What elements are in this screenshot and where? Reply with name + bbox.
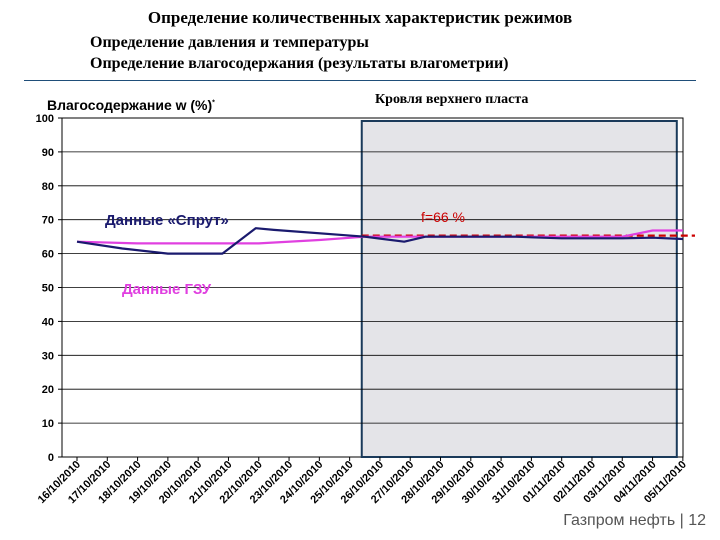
series-sprut-label: Данные «Спрут» (105, 212, 229, 229)
subtitle-moisture: Определение влагосодержания (результаты … (90, 55, 509, 72)
y-tick-label: 30 (42, 350, 54, 362)
y-tick-label: 60 (42, 249, 54, 261)
y-tick-label: 10 (42, 418, 54, 430)
threshold-label: f=66 % (421, 209, 465, 225)
title-divider (24, 80, 696, 81)
y-tick-label: 80 (42, 181, 54, 193)
y-tick-label: 50 (42, 283, 54, 295)
series-gzu-label: Данные ГЗУ (122, 281, 212, 298)
y-tick-label: 20 (42, 384, 54, 396)
highlight-region (360, 120, 678, 458)
chart-title-mark: * (212, 99, 215, 107)
series-sprut-line (76, 227, 683, 255)
series-gzu-line (76, 229, 683, 245)
y-tick-label: 0 (48, 452, 54, 464)
y-tick-label: 70 (42, 215, 54, 227)
chart-title: Влагосодержание w (%)* (47, 97, 215, 113)
section-title: Кровля верхнего пласта (375, 92, 529, 107)
slide-title: Определение количественных характеристик… (147, 8, 573, 27)
y-tick-label: 40 (42, 316, 54, 328)
chart-title-text: Влагосодержание w (%) (47, 97, 213, 113)
footer-page-number: Газпром нефть | 12 (563, 512, 706, 529)
subtitle-pressure-temperature: Определение давления и температуры (90, 34, 369, 51)
y-tick-label: 100 (36, 113, 54, 125)
y-tick-label: 90 (42, 147, 54, 159)
